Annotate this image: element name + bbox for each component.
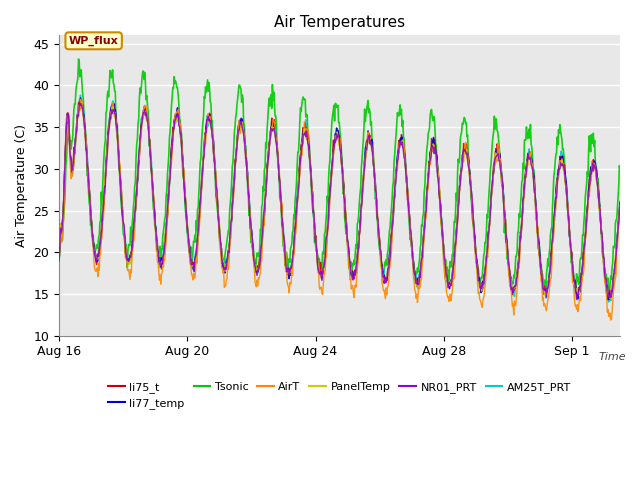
Y-axis label: Air Temperature (C): Air Temperature (C) (15, 124, 28, 247)
Text: WP_flux: WP_flux (68, 36, 118, 46)
Legend: li75_t, li77_temp, Tsonic, AirT, PanelTemp, NR01_PRT, AM25T_PRT: li75_t, li77_temp, Tsonic, AirT, PanelTe… (104, 377, 575, 413)
Text: Time: Time (598, 352, 626, 362)
Title: Air Temperatures: Air Temperatures (274, 15, 405, 30)
